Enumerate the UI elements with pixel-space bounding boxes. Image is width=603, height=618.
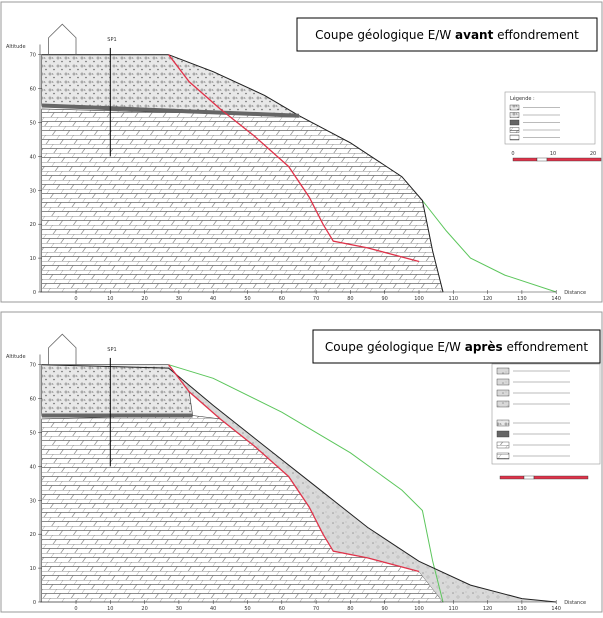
x-tick-label: 90 [382,296,388,302]
title-emphasis: après [465,340,503,354]
x-tick-label: 130 [517,606,527,612]
legend-swatch [497,442,509,448]
title-emphasis: avant [455,28,494,42]
x-axis-label: Distance [564,290,586,296]
scale-bar-a [500,476,524,479]
legend-swatch [510,120,519,125]
section-panel: SP1 Altitude Distance 0 10 20 30 40 50 60 70 0 10 20 3… [1,312,602,612]
x-tick-label: 140 [551,606,561,612]
x-tick-label: 40 [210,296,216,302]
scale-bar-c [547,158,601,161]
legend-swatch [510,135,519,140]
legend-swatch [497,379,509,385]
page: SP1 Altitude Distance 0 10 20 30 40 50 60 70 0 10 20 3… [0,0,603,614]
section-panel: SP1 Altitude Distance 0 10 20 30 40 50 60 70 0 10 20 3… [1,2,602,302]
y-tick-label: 0 [33,600,36,606]
y-tick-label: 50 [30,121,36,127]
x-tick-label: 20 [141,296,147,302]
legend-swatch [497,368,509,374]
y-axis-label: Altitude [6,44,26,50]
x-tick-label: 120 [483,606,493,612]
x-tick-label: 80 [347,606,353,612]
scale-bar-b [524,476,534,479]
x-tick-label: 60 [279,296,285,302]
legend-swatch [510,128,519,133]
x-tick-label: 30 [176,606,182,612]
diagram: SP1 Altitude Distance 0 10 20 30 40 50 60 70 0 10 20 3… [0,0,603,614]
borehole-label: SP1 [107,37,116,43]
title-suffix: effondrement [506,340,588,354]
scale-bar-c [534,476,588,479]
x-tick-label: 50 [244,296,250,302]
legend-swatch [510,113,519,118]
scale-bar-a [513,158,537,161]
x-tick-label: 30 [176,296,182,302]
x-tick-label: 40 [210,606,216,612]
borehole-label: SP1 [107,347,116,353]
y-tick-label: 60 [30,87,36,93]
y-tick-label: 10 [30,256,36,262]
y-tick-label: 50 [30,431,36,437]
title: Coupe géologique E/W après effondrement [325,340,589,354]
legend-swatch [510,105,519,110]
y-tick-label: 20 [30,222,36,228]
legend-swatch [497,420,509,426]
scale-bar-b [537,158,547,161]
x-tick-label: 60 [279,606,285,612]
legend-swatch [497,453,509,459]
x-tick-label: 100 [414,606,424,612]
x-tick-label: 140 [551,296,561,302]
x-tick-label: 120 [483,296,493,302]
y-tick-label: 70 [30,53,36,59]
legend-swatch [497,401,509,407]
y-tick-label: 70 [30,363,36,369]
x-tick-label: 70 [313,606,319,612]
x-tick-label: 100 [414,296,424,302]
y-tick-label: 40 [30,464,36,470]
x-tick-label: 50 [244,606,250,612]
x-tick-label: 10 [107,606,113,612]
x-axis-label: Distance [564,600,586,606]
y-tick-label: 10 [30,566,36,572]
scale-label: 10 [550,151,556,157]
title-prefix: Coupe géologique E/W [315,28,451,42]
x-tick-label: 0 [74,606,77,612]
title-prefix: Coupe géologique E/W [325,340,461,354]
y-tick-label: 0 [33,290,36,296]
title: Coupe géologique E/W avant effondrement [315,28,579,42]
x-tick-label: 10 [107,296,113,302]
legend-swatch [497,431,509,437]
x-tick-label: 90 [382,606,388,612]
y-tick-label: 30 [30,188,36,194]
y-tick-label: 20 [30,532,36,538]
x-tick-label: 110 [449,606,459,612]
x-tick-label: 0 [74,296,77,302]
x-tick-label: 110 [449,296,459,302]
legend-swatch [497,390,509,396]
y-tick-label: 40 [30,154,36,160]
x-tick-label: 130 [517,296,527,302]
title-suffix: effondrement [497,28,579,42]
x-tick-label: 80 [347,296,353,302]
scale-label: 0 [511,151,514,157]
legend-title: Légende : [510,95,535,102]
x-tick-label: 70 [313,296,319,302]
y-tick-label: 60 [30,397,36,403]
y-axis-label: Altitude [6,354,26,360]
y-tick-label: 30 [30,498,36,504]
x-tick-label: 20 [141,606,147,612]
conglomerate [42,365,193,416]
scale-label: 20 [590,151,596,157]
